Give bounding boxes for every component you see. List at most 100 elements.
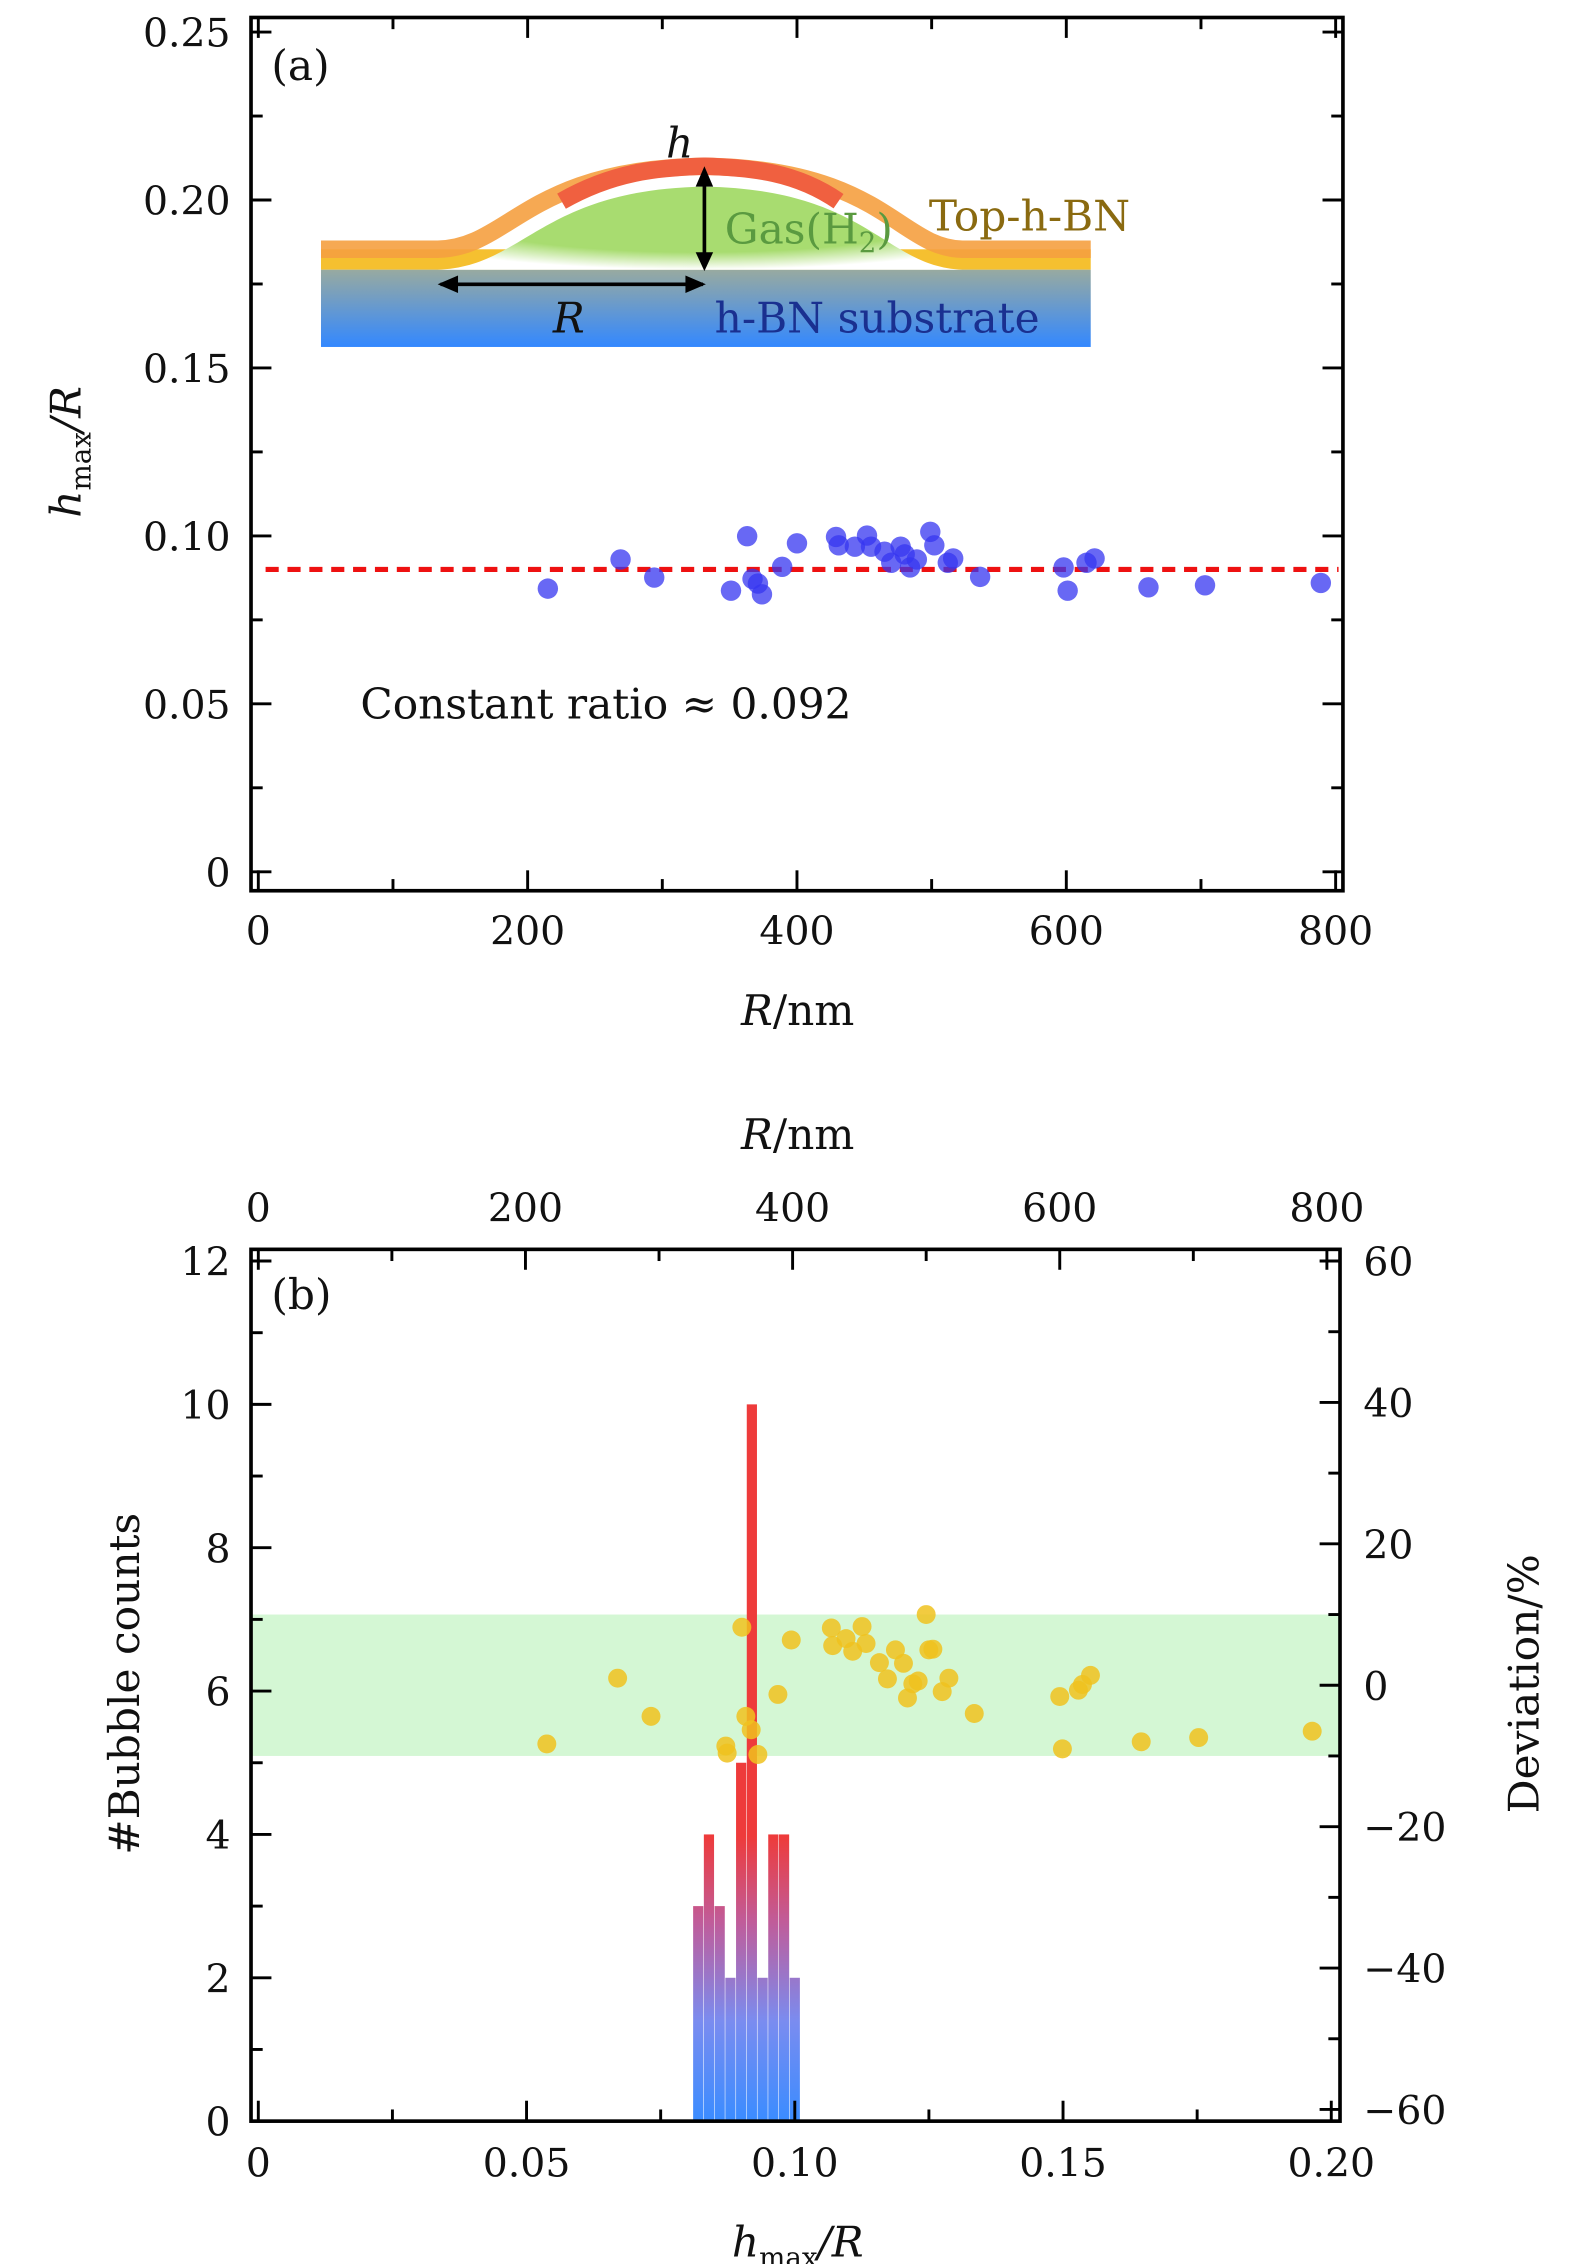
x-tick-label: 600 bbox=[1029, 909, 1104, 955]
right-y-tick-label: −60 bbox=[1363, 2088, 1446, 2134]
data-point bbox=[736, 526, 758, 547]
data-point bbox=[906, 549, 928, 570]
deviation-point bbox=[1052, 1739, 1072, 1759]
deviation-point bbox=[856, 1634, 876, 1654]
panel-b-label: (b) bbox=[271, 1270, 331, 1319]
data-point bbox=[969, 566, 991, 588]
data-point bbox=[828, 535, 849, 556]
panel-a: h Gas(H2) Top-h-BN R h-BN substrate (a) … bbox=[41, 11, 1373, 1035]
x-tick-label: 0 bbox=[246, 909, 271, 955]
deviation-point bbox=[893, 1653, 913, 1673]
inset-r-label: R bbox=[552, 293, 585, 342]
deviation-point bbox=[1189, 1728, 1209, 1748]
data-point bbox=[751, 584, 773, 605]
y-tick-label: 0 bbox=[206, 850, 231, 896]
r-arrowhead-left bbox=[437, 275, 459, 294]
panel-b-right-ylabel: Deviation/% bbox=[1499, 1554, 1548, 1813]
inset-h-label: h bbox=[666, 118, 693, 167]
r-arrowhead-right bbox=[685, 275, 706, 294]
constant-ratio-annotation: Constant ratio ≈ 0.092 bbox=[360, 680, 851, 729]
y-tick-label: 4 bbox=[206, 1813, 231, 1859]
top-layer-cap-red bbox=[557, 157, 844, 209]
panel-b-ylabel: #Bubble counts bbox=[100, 1513, 149, 1855]
panel-b: (b) hmax/R R/nm #Bubble counts Deviation… bbox=[100, 1110, 1549, 2264]
histogram-bar bbox=[746, 1404, 757, 2122]
deviation-point bbox=[908, 1671, 928, 1691]
data-point bbox=[537, 578, 559, 599]
x-tick-label: 0.20 bbox=[1287, 2141, 1375, 2187]
data-point bbox=[771, 556, 793, 578]
right-y-tick-label: −40 bbox=[1363, 1947, 1446, 1993]
data-point bbox=[644, 567, 665, 588]
x-tick-label: 200 bbox=[490, 909, 565, 955]
histogram-bar bbox=[736, 1762, 747, 2122]
deviation-point bbox=[1131, 1732, 1151, 1752]
inset-gas-label: Gas(H2) bbox=[725, 204, 893, 259]
top-x-tick-label: 200 bbox=[488, 1186, 563, 1232]
histogram-bar bbox=[778, 1834, 790, 2122]
deviation-point bbox=[1050, 1687, 1070, 1707]
data-point bbox=[1194, 575, 1216, 596]
histogram-bar bbox=[714, 1906, 725, 2122]
y-tick-label: 0.25 bbox=[143, 11, 231, 57]
deviation-point bbox=[877, 1669, 897, 1689]
deviation-point bbox=[741, 1720, 761, 1740]
top-x-tick-label: 800 bbox=[1289, 1186, 1364, 1232]
deviation-point bbox=[916, 1605, 936, 1625]
deviation-point bbox=[537, 1734, 557, 1754]
y-tick-label: 0.20 bbox=[143, 179, 231, 225]
deviation-point bbox=[852, 1617, 872, 1637]
deviation-point bbox=[768, 1684, 788, 1704]
histogram-bar bbox=[768, 1834, 779, 2122]
deviation-point bbox=[781, 1630, 801, 1650]
x-tick-label: 0.05 bbox=[483, 2141, 571, 2187]
y-tick-label: 0.05 bbox=[143, 682, 231, 728]
deviation-point bbox=[964, 1704, 984, 1724]
deviation-point bbox=[939, 1668, 959, 1688]
deviation-point bbox=[1080, 1665, 1100, 1685]
right-y-tick-label: 60 bbox=[1363, 1240, 1413, 1286]
y-tick-label: 10 bbox=[181, 1383, 231, 1429]
data-point bbox=[610, 549, 631, 570]
histogram-bar bbox=[757, 1977, 768, 2122]
data-point bbox=[786, 533, 808, 554]
x-tick-label: 800 bbox=[1298, 909, 1373, 955]
deviation-point bbox=[1302, 1721, 1322, 1741]
bubble-schematic-inset: h Gas(H2) Top-h-BN R h-BN substrate bbox=[320, 118, 1130, 347]
histogram-bar bbox=[725, 1977, 736, 2122]
deviation-point bbox=[748, 1745, 768, 1765]
panel-a-xlabel: R/nm bbox=[740, 986, 854, 1035]
x-tick-label: 0.15 bbox=[1019, 2141, 1107, 2187]
h-arrowhead-top bbox=[695, 166, 714, 187]
deviation-point bbox=[923, 1639, 943, 1659]
h-arrowhead-bottom bbox=[695, 252, 714, 272]
data-point bbox=[1138, 577, 1159, 598]
right-y-tick-label: −20 bbox=[1363, 1805, 1446, 1851]
y-tick-label: 0.15 bbox=[143, 347, 231, 393]
data-point bbox=[1084, 548, 1105, 569]
top-x-tick-label: 0 bbox=[246, 1186, 271, 1232]
y-tick-label: 0.10 bbox=[143, 514, 231, 560]
plot-frame bbox=[249, 15, 1345, 893]
deviation-point bbox=[717, 1743, 737, 1763]
y-tick-label: 6 bbox=[206, 1670, 231, 1716]
inset-substrate-label: h-BN substrate bbox=[715, 293, 1040, 342]
top-x-tick-label: 600 bbox=[1022, 1186, 1097, 1232]
data-point bbox=[1057, 580, 1078, 601]
x-tick-label: 0 bbox=[246, 2141, 271, 2187]
deviation-point bbox=[821, 1618, 841, 1638]
panel-b-top-xlabel: R/nm bbox=[740, 1110, 854, 1159]
gas-bubble bbox=[437, 186, 963, 270]
top-x-tick-label: 400 bbox=[755, 1186, 830, 1232]
x-tick-label: 400 bbox=[759, 909, 834, 955]
deviation-point bbox=[732, 1617, 752, 1637]
right-y-tick-label: 40 bbox=[1363, 1381, 1413, 1427]
deviation-point bbox=[869, 1653, 889, 1673]
deviation-point bbox=[641, 1706, 661, 1726]
panel-a-ylabel: hmax/R bbox=[41, 386, 97, 518]
panel-a-label: (a) bbox=[271, 41, 329, 90]
data-point bbox=[1053, 557, 1074, 578]
histogram-bar bbox=[693, 1906, 704, 2122]
deviation-point bbox=[608, 1668, 628, 1688]
